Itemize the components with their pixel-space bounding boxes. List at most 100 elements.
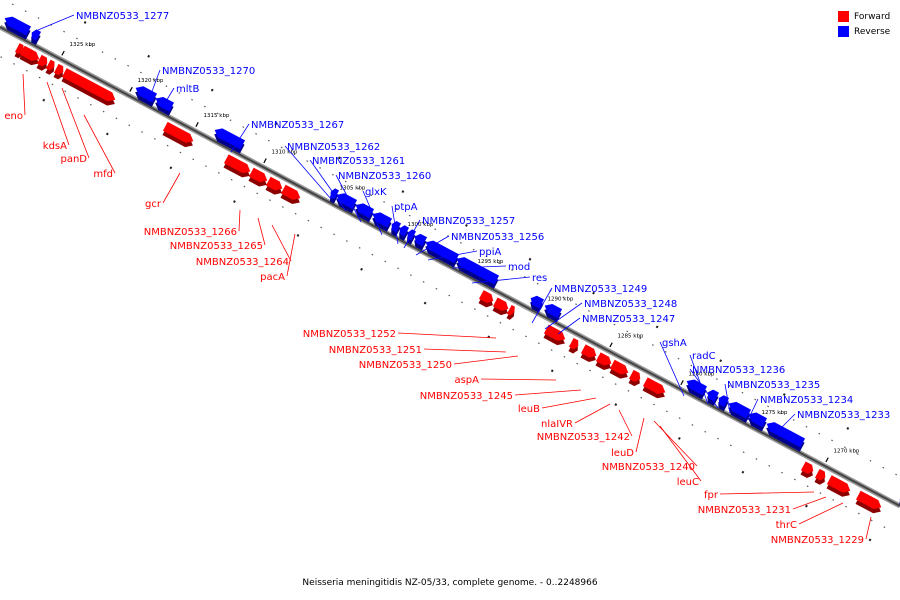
forward-gene-label: fpr	[704, 490, 719, 501]
forward-leader-line	[397, 332, 497, 339]
forward-leader-line	[61, 87, 90, 159]
reverse-leader-line	[37, 14, 75, 31]
reverse-gene[interactable]	[526, 294, 545, 313]
forward-leader-line	[541, 397, 597, 409]
forward-gene[interactable]	[579, 344, 600, 364]
forward-gene[interactable]	[813, 468, 829, 486]
forward-gene[interactable]	[44, 59, 58, 76]
forward-gene[interactable]	[567, 337, 582, 355]
forward-gene-label: NMBNZ0533_1251	[329, 345, 422, 356]
forward-gene[interactable]	[825, 475, 854, 499]
forward-gene[interactable]	[627, 369, 644, 388]
legend-reverse-label: Reverse	[854, 26, 891, 37]
forward-gene-label: NMBNZ0533_1242	[537, 432, 630, 443]
reverse-leader-line	[747, 398, 759, 421]
forward-gene[interactable]	[52, 63, 67, 81]
kbp-tick-mark	[61, 50, 65, 56]
reverse-gene-label: NMBNZ0533_1256	[451, 232, 544, 243]
kbp-tick-label: 1315 kbp	[204, 113, 230, 119]
reverse-gene-label: glxK	[365, 187, 387, 198]
reverse-gene[interactable]	[0, 14, 32, 40]
reverse-gene[interactable]	[395, 224, 410, 241]
kbp-tick-label: 1325 kbp	[70, 42, 96, 48]
forward-leader-line	[162, 172, 181, 204]
reverse-gene[interactable]	[131, 83, 158, 107]
forward-leader-line	[574, 403, 611, 424]
forward-gene[interactable]	[264, 176, 286, 198]
forward-gene[interactable]	[854, 490, 885, 516]
reverse-gene-label: radC	[692, 351, 716, 362]
reverse-gene-label: NMBNZ0533_1257	[422, 216, 515, 227]
forward-gene[interactable]	[608, 359, 632, 382]
kbp-tick-label: 1290 kbp	[548, 296, 574, 302]
reverse-gene[interactable]	[326, 187, 340, 204]
forward-gene[interactable]	[477, 290, 497, 309]
kbp-tick-mark	[129, 86, 133, 92]
forward-gene[interactable]	[161, 121, 197, 150]
reverse-gene[interactable]	[540, 301, 563, 323]
reverse-gene-label: res	[532, 273, 547, 284]
reverse-gene[interactable]	[351, 201, 375, 223]
kbp-tick-label: 1320 kbp	[138, 78, 164, 84]
reverse-gene-label: gshA	[662, 338, 687, 349]
forward-gene[interactable]	[222, 154, 254, 180]
forward-gene[interactable]	[505, 304, 518, 321]
forward-leader-line	[22, 73, 26, 116]
reverse-leader-line	[689, 354, 709, 405]
reverse-gene[interactable]	[762, 419, 806, 452]
forward-gene-label: NMBNZ0533_1252	[303, 329, 396, 340]
forward-gene-label: leuB	[518, 404, 540, 415]
forward-gene-label: NMBNZ0533_1240	[602, 462, 695, 473]
forward-leader-line	[83, 114, 116, 174]
kbp-tick-mark	[195, 122, 199, 128]
forward-gene[interactable]	[641, 377, 669, 401]
forward-gene[interactable]	[279, 184, 304, 207]
forward-leader-line	[453, 355, 519, 365]
reverse-leader-line	[451, 265, 507, 269]
reverse-gene-label: NMBNZ0533_1233	[797, 410, 890, 421]
reverse-leader-line	[391, 205, 399, 245]
forward-leader-line	[514, 389, 582, 396]
genome-caption: Neisseria meningitidis NZ-05/33, complet…	[302, 578, 598, 588]
reverse-gene[interactable]	[744, 410, 768, 432]
reverse-leader-line	[531, 287, 553, 324]
reverse-gene[interactable]	[210, 126, 246, 154]
forward-gene-label: NMBNZ0533_1229	[771, 535, 864, 546]
kbp-tick-label: 1270 kbp	[834, 448, 860, 454]
reverse-gene-label: NMBNZ0533_1248	[584, 299, 677, 310]
reverse-gene[interactable]	[714, 394, 730, 412]
reverse-gene-label: NMBNZ0533_1277	[76, 11, 169, 22]
reverse-gene-label: NMBNZ0533_1270	[162, 66, 255, 77]
forward-gene[interactable]	[491, 297, 512, 318]
forward-gene[interactable]	[13, 43, 27, 59]
forward-gene[interactable]	[594, 352, 615, 372]
forward-gene[interactable]	[799, 461, 817, 479]
kbp-tick-label: 1275 kbp	[762, 410, 788, 416]
reverse-gene-label: mltB	[176, 84, 199, 95]
reverse-gene[interactable]	[421, 238, 460, 268]
forward-gene-label: pacA	[260, 272, 285, 283]
reverse-leader-line	[544, 302, 583, 330]
reverse-gene[interactable]	[410, 232, 428, 251]
forward-gene[interactable]	[247, 167, 271, 190]
reverse-gene[interactable]	[452, 254, 500, 289]
reverse-gene[interactable]	[27, 28, 42, 45]
reverse-gene-label: ppiA	[479, 247, 501, 258]
reverse-gene-label: ptpA	[394, 202, 418, 213]
reverse-leader-line	[161, 87, 175, 109]
reverse-leader-line	[335, 174, 362, 223]
reverse-gene[interactable]	[151, 94, 175, 116]
forward-gene[interactable]	[35, 54, 51, 72]
forward-leader-line	[271, 224, 292, 262]
reverse-gene[interactable]	[682, 377, 708, 400]
legend: Forward Reverse	[838, 9, 900, 39]
forward-gene[interactable]	[542, 324, 569, 348]
forward-gene[interactable]	[18, 45, 43, 68]
reverse-leader-line	[427, 250, 478, 261]
forward-gene-label: thrC	[776, 520, 797, 531]
reverse-gene[interactable]	[368, 210, 393, 232]
reverse-gene[interactable]	[724, 399, 752, 423]
forward-leader-line	[865, 516, 872, 540]
forward-gene-label: NMBNZ0533_1264	[196, 257, 289, 268]
forward-gene[interactable]	[60, 68, 119, 108]
